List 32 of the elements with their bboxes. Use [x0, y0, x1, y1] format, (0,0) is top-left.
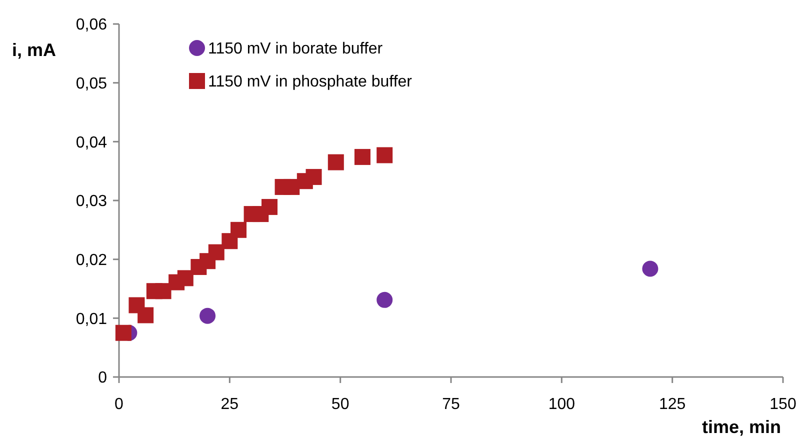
point: [230, 222, 247, 238]
x-tick-label: 25: [220, 396, 239, 413]
x-tick-label: 50: [331, 396, 350, 413]
point: [354, 148, 370, 165]
y-axis-title: i, mA: [12, 40, 56, 60]
x-tick-label: 75: [442, 396, 460, 413]
point: [200, 308, 216, 324]
point: [177, 270, 194, 286]
y-tick-label: 0: [98, 370, 108, 387]
legend-label: 1150 mV in borate buffer: [208, 40, 384, 58]
point: [208, 244, 224, 260]
x-tick-label: 0: [114, 396, 124, 413]
point: [262, 198, 278, 215]
point: [376, 147, 393, 164]
point: [306, 168, 322, 185]
y-tick-label: 0,02: [76, 252, 108, 269]
x-tick-label: 100: [548, 396, 576, 413]
x-axis-title: time, min: [702, 417, 781, 437]
y-tick-label: 0,01: [76, 310, 108, 328]
point: [155, 283, 172, 300]
point: [138, 307, 154, 324]
y-tick-label: 0,03: [76, 193, 108, 210]
y-tick-label: 0,04: [76, 134, 108, 152]
y-tick-label: 0,05: [76, 75, 108, 92]
point: [115, 324, 132, 341]
x-tick-label: 150: [770, 396, 796, 413]
point: [376, 292, 393, 308]
point: [642, 260, 658, 277]
point: [328, 154, 344, 170]
x-tick-label: 125: [658, 396, 686, 413]
legend-label: 1150 mV in phosphate buffer: [208, 74, 413, 91]
y-tick-label: 0,06: [76, 16, 108, 34]
